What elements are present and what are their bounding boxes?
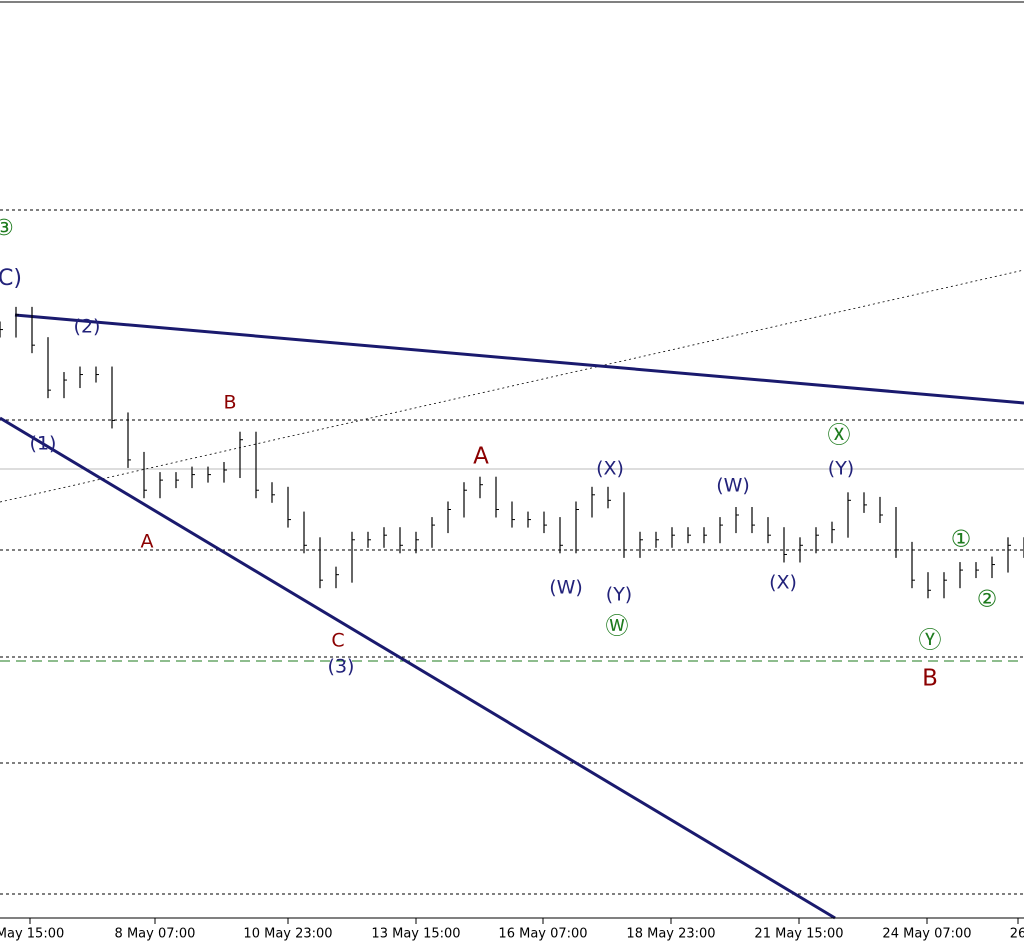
- channel-line: [0, 269, 1024, 503]
- wave-label: B: [223, 392, 236, 414]
- wave-label: B: [922, 666, 938, 692]
- wave-label: (X): [596, 458, 624, 480]
- wave-label: C): [0, 266, 22, 291]
- wave-label: A: [473, 444, 489, 470]
- trend-line: [0, 416, 836, 920]
- x-tick-label: 24 May 07:00: [882, 927, 971, 942]
- x-tick-label: 16 May 07:00: [498, 927, 587, 942]
- wave-label: (Y): [828, 458, 854, 480]
- x-tick-label: May 15:00: [0, 927, 64, 942]
- wave-label: (W): [716, 475, 750, 497]
- wave-label: Ⓧ: [828, 423, 851, 449]
- x-tick-label: 26: [1010, 927, 1024, 942]
- x-tick-label: 10 May 23:00: [243, 927, 332, 942]
- wave-label: C: [331, 630, 344, 652]
- wave-label: ②: [977, 587, 998, 613]
- wave-label: (2): [74, 316, 101, 338]
- wave-label: ①: [951, 527, 972, 553]
- x-tick-label: 21 May 15:00: [754, 927, 843, 942]
- wave-label: A: [141, 531, 154, 553]
- wave-label: (3): [328, 656, 355, 678]
- levels: [0, 209, 1024, 895]
- wave-label: (W): [549, 577, 583, 599]
- wave-label: (X): [769, 572, 797, 594]
- x-tick-label: 18 May 23:00: [626, 927, 715, 942]
- x-tick-label: 8 May 07:00: [115, 927, 196, 942]
- wave-label: (1): [30, 433, 57, 455]
- wave-label: (Y): [606, 584, 632, 606]
- wave-label: Ⓦ: [606, 614, 629, 640]
- x-tick-label: 13 May 15:00: [371, 927, 460, 942]
- wave-label: Ⓨ: [919, 628, 942, 654]
- wave-label: ③: [0, 216, 14, 241]
- trend-line: [14, 313, 1024, 405]
